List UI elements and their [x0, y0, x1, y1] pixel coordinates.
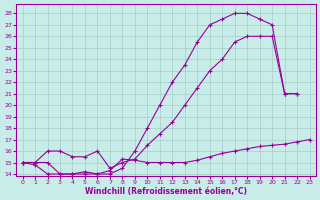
X-axis label: Windchill (Refroidissement éolien,°C): Windchill (Refroidissement éolien,°C)	[85, 187, 247, 196]
